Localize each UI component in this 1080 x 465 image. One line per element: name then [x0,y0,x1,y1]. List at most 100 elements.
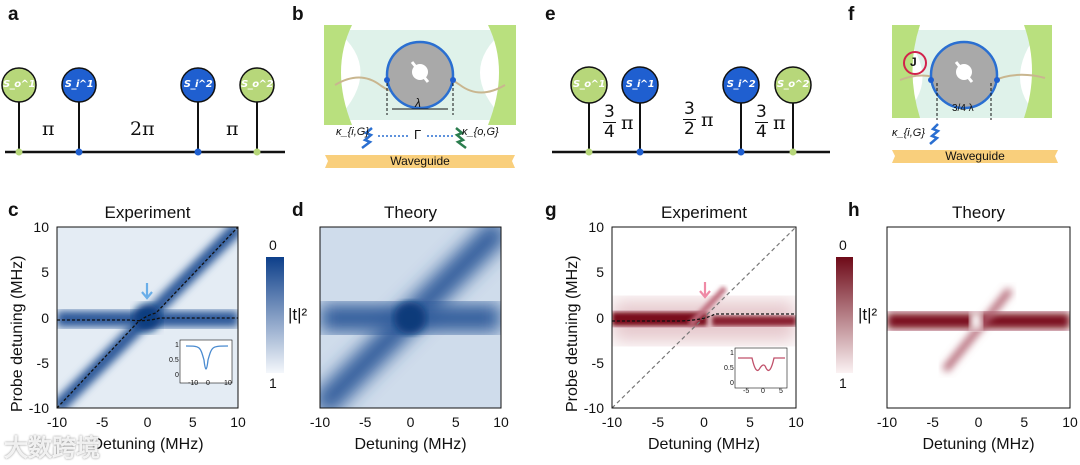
x-axis-label: Detuning (MHz) [922,436,1035,453]
fraction-numerator: 3 [755,102,768,123]
x-tick-label: -10 [309,414,331,430]
y-axis-label: Probe detuning (MHz) [564,255,581,412]
node-input-1: S_i^1 [625,79,655,90]
y-tick-label: 5 [596,264,604,281]
x-tick-label: 10 [493,414,509,430]
inset-y-tick: 0 [730,380,734,387]
pi-symbol: π [621,112,634,134]
inset-y-tick: 0.5 [724,365,734,372]
fraction-denominator: 4 [604,122,615,142]
x-tick-label: 10 [1062,414,1078,430]
kappa-i-label: κ_{i,G} [336,126,370,138]
panel-label-f: f [848,4,855,25]
panel-label-h: h [848,200,860,221]
kappa-i-label: κ_{i,G} [892,127,926,139]
colorbar-c [266,257,284,373]
fraction-denominator: 4 [756,122,767,142]
chart-title: Experiment [104,203,191,222]
x-axis-label: Detuning (MHz) [354,436,467,453]
colorbar-min-label: 1 [269,375,277,391]
panel-label-g: g [545,200,557,221]
inset-y-tick: 1 [730,350,734,357]
x-axis-label: Detuning (MHz) [91,436,204,453]
colorbar-min-label: 1 [839,375,847,391]
colorbar-g [836,257,853,373]
node-output-2: S_o^2 [777,79,809,90]
x-tick-label: 10 [788,414,804,430]
x-tick-label: 10 [230,414,246,430]
gamma-label: Γ [414,127,422,142]
panel-label-a: a [8,4,19,25]
node-input-1: S_i^1 [64,79,94,90]
y-tick-label: 10 [588,219,604,235]
x-tick-label: 5 [746,414,754,430]
panel-label-e: e [545,4,556,25]
x-tick-label: -5 [359,414,372,430]
fraction-denominator: 2 [684,119,695,139]
fraction-numerator: 3 [603,102,616,123]
y-tick-label: 5 [41,264,49,281]
y-tick-label: -10 [28,400,49,416]
panel-label-d: d [292,200,304,221]
y-tick-label: 0 [41,309,49,326]
inset-x-tick: 5 [779,388,783,395]
inset-x-tick: 0 [206,380,210,387]
x-tick-label: 0 [974,414,983,430]
schematic-f [892,25,1058,163]
inset-x-tick: -5 [743,388,750,395]
node-output-2: S_o^2 [241,79,273,90]
phase-label: π [226,118,239,140]
y-tick-label: -5 [591,354,604,371]
x-tick-label: -10 [46,414,68,430]
node-output-1: S_o^1 [573,79,605,90]
chart-title: Experiment [661,203,747,222]
pi-symbol: π [773,112,786,134]
chart-title: Theory [384,203,437,222]
x-tick-label: 5 [1020,414,1029,430]
x-tick-label: 5 [188,414,197,430]
inset-x-tick: 0 [761,388,765,395]
diagram-e [552,66,830,156]
y-tick-label: -10 [583,400,604,416]
inset-x-tick: 10 [224,380,232,387]
node-input-2: S_i^2 [726,79,756,90]
node-output-1: S_o^1 [3,79,35,90]
lambda-label: λ [415,96,421,110]
waveguide-label: Waveguide [390,154,450,168]
chart-title: Theory [952,203,1005,222]
x-tick-label: -10 [876,414,898,430]
colorbar-label: |t|² [858,305,878,324]
x-axis-label: Detuning (MHz) [647,436,761,453]
heatmap-h [887,227,1070,408]
fraction-numerator: 3 [683,99,696,120]
watermark: 大数跨境 [4,435,100,462]
x-tick-label: 0 [143,414,152,430]
inset-g [734,347,788,389]
colorbar-max-label: 0 [839,237,847,253]
y-tick-label: 0 [596,309,604,326]
pi-symbol: π [701,109,714,131]
phase-label: 2π [130,118,155,140]
inset-y-tick: 0.5 [169,357,179,364]
node-input-2: S_i^2 [183,79,213,90]
colorbar-max-label: 0 [269,237,277,253]
x-tick-label: -5 [926,414,939,430]
y-tick-label: -5 [36,354,49,371]
colorbar-label: |t|² [288,305,308,324]
panel-label-c: c [8,200,19,221]
inset-c [179,339,233,384]
kappa-o-label: κ_{o,G} [462,126,499,138]
schematic-b [324,25,516,168]
panel-label-b: b [292,4,304,25]
y-axis-label: Probe detuning (MHz) [9,255,26,412]
x-tick-label: 0 [700,414,708,430]
inset-y-tick: 1 [175,342,179,349]
arrow-marker-c [141,283,153,300]
x-tick-label: 0 [406,414,415,430]
coupling-j-label: J [910,55,917,69]
lambda-label: 3/4 λ [952,103,974,114]
